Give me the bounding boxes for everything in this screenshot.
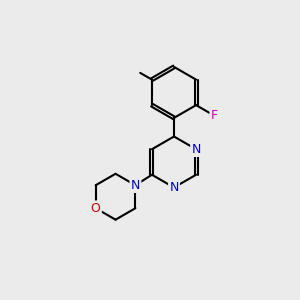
- Text: N: N: [191, 143, 201, 156]
- Text: N: N: [169, 181, 179, 194]
- Text: N: N: [131, 179, 140, 192]
- Text: O: O: [91, 202, 100, 215]
- Text: F: F: [211, 109, 218, 122]
